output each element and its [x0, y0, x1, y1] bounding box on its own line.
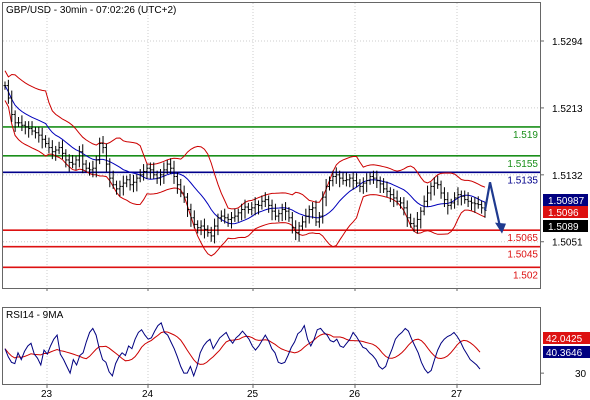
price-badge-bg-2: [543, 220, 588, 232]
moving-average-line: [4, 85, 486, 225]
forecast-arrowhead-icon: [495, 222, 506, 234]
rsi-line: [4, 322, 481, 378]
rsi-tick-label-0: 30: [575, 369, 587, 380]
x-tick-label-1: 24: [142, 389, 154, 400]
rsi-badge-bg-0: [543, 332, 590, 344]
level-label-3: 1.5065: [507, 233, 538, 244]
rsi-badge-1: 40.3646: [546, 348, 583, 359]
price-badge-2: 1.5089: [548, 222, 579, 233]
price-badge-0: 1.50987: [548, 196, 585, 207]
price-badge-bg-0: [543, 194, 588, 206]
y-tick-label-2: 1.5132: [552, 171, 583, 182]
x-tick-label-0: 23: [41, 389, 53, 400]
forecast-arrow: [483, 182, 506, 234]
indicator-title: RSI14 - 9MA: [6, 310, 64, 321]
price-badge-1: 1.5096: [548, 208, 579, 219]
moving-average: [4, 85, 486, 225]
y-tick-label-3: 1.5051: [552, 238, 583, 249]
y-tick-label-0: 1.5294: [552, 37, 583, 48]
rsi-ma-line: [4, 331, 481, 365]
chart-title: GBP/USD - 30min - 07:02:26 (UTC+2): [6, 5, 176, 16]
level-label-5: 1.502: [513, 270, 538, 281]
rsi-lines: [4, 322, 481, 378]
level-label-1: 1.5155: [507, 159, 538, 170]
level-label-2: 1.5135: [507, 175, 538, 186]
price-axis-ticks: 1.5294 1.5213 1.5132 1.5051: [540, 37, 583, 249]
level-label-0: 1.519: [513, 130, 538, 141]
price-bars: [3, 79, 487, 244]
rsi-badge-0: 42.0425: [546, 334, 583, 345]
grid-lines: [3, 3, 540, 384]
indicator-panel-frame: [2, 307, 541, 385]
price-panel-frame: [2, 2, 541, 289]
rsi-badge-bg-1: [543, 346, 590, 358]
forecast-path: [483, 182, 502, 227]
rsi-axis: 30 42.0425 40.3646: [540, 332, 590, 380]
x-tick-label-4: 27: [451, 389, 463, 400]
y-tick-label-1: 1.5213: [552, 104, 583, 115]
price-badge-bg-1: [543, 206, 588, 218]
bollinger-lower: [4, 100, 486, 257]
x-tick-label-3: 26: [349, 389, 361, 400]
level-label-4: 1.5045: [507, 250, 538, 261]
x-tick-label-2: 25: [247, 389, 259, 400]
time-axis-ticks: 23 24 25 26 27: [41, 288, 463, 400]
